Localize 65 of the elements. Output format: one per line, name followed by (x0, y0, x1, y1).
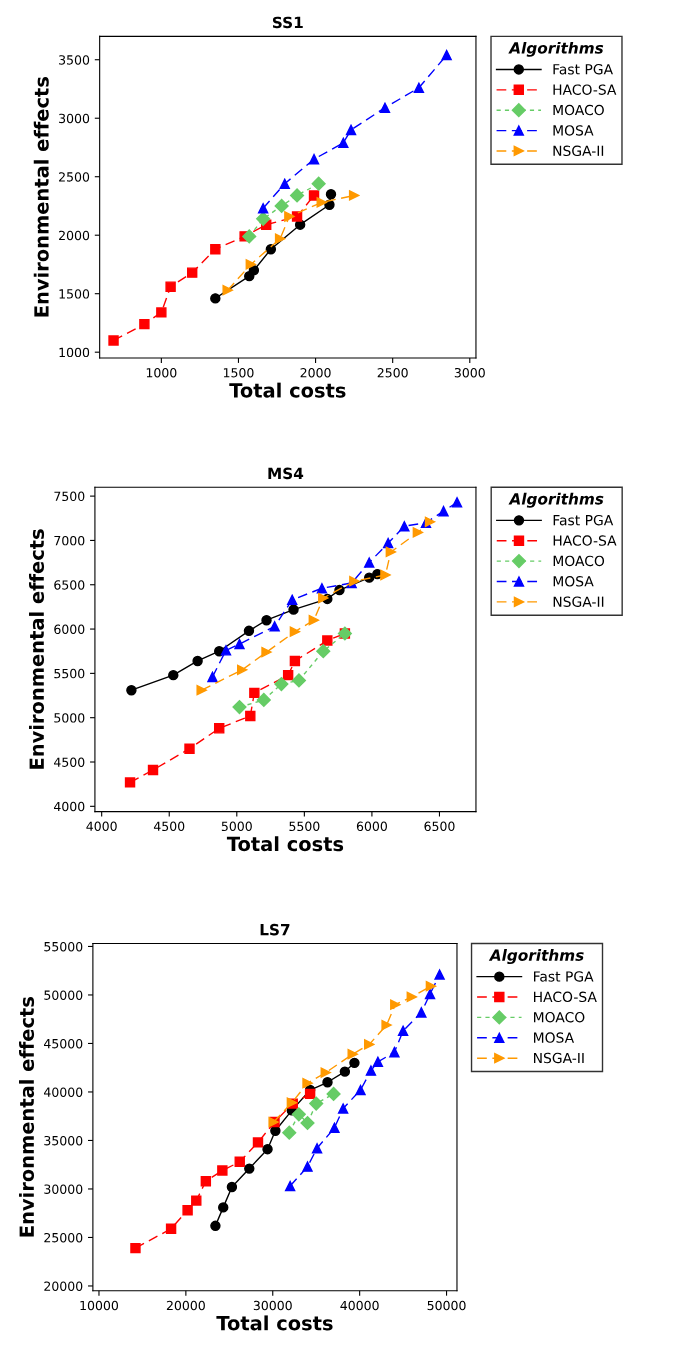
legend-label: HACO-SA (553, 84, 617, 95)
y-tick-label: 4000 (54, 801, 85, 812)
y-tick-label: 6000 (54, 624, 85, 634)
y-tick-label: 4500 (54, 757, 85, 767)
x-tick-label: 2500 (377, 367, 408, 378)
y-tick-label: 1500 (59, 289, 90, 299)
x-tick-label: 30000 (253, 1300, 292, 1311)
legend-label: MOACO (553, 104, 604, 116)
legend-label: MOACO (534, 1011, 585, 1023)
legend-title: Algorithms (508, 492, 604, 508)
y-tick-label: 1000 (59, 347, 90, 358)
y-tick-label: 7000 (54, 535, 85, 546)
legend-label: NSGA-II (553, 596, 604, 607)
y-tick-label: 50000 (44, 990, 83, 1000)
y-tick-label: 6500 (54, 580, 85, 590)
y-tick-label: 3000 (59, 113, 90, 124)
y-tick-label: 35000 (44, 1135, 83, 1146)
x-tick-label: 20000 (166, 1300, 205, 1311)
legend-label: MOACO (553, 555, 605, 567)
y-tick-label: 2500 (59, 172, 90, 182)
y-tick-label: 25000 (44, 1232, 83, 1243)
x-tick-label: 1500 (223, 367, 254, 378)
x-tick-label: 4000 (86, 821, 117, 832)
chart-title: MS4 (268, 467, 304, 480)
x-tick-label: 6500 (424, 821, 455, 832)
legend-label: HACO-SA (553, 535, 617, 546)
legend-title: Algorithms (488, 949, 584, 965)
legend-title: Algorithms (508, 41, 604, 57)
legend-label: Fast PGA (553, 514, 614, 526)
legend-label: MOSA (553, 576, 594, 587)
y-tick-label: 5000 (54, 713, 85, 723)
x-tick-label: 4500 (153, 821, 185, 832)
y-axis-title: Environmental effects (19, 997, 35, 1237)
legend-label: MOSA (534, 1032, 575, 1043)
legend-label: NSGA-II (534, 1052, 584, 1064)
chart-title: SS1 (272, 16, 303, 29)
x-axis-title: Total costs (216, 1315, 333, 1331)
y-tick-label: 45000 (44, 1038, 83, 1049)
x-axis-title: Total costs (226, 836, 344, 852)
x-tick-label: 50000 (427, 1300, 466, 1311)
x-axis-title: Total costs (229, 382, 346, 398)
chart-title: LS7 (260, 923, 290, 936)
legend-label: Fast PGA (553, 63, 613, 75)
y-tick-label: 3500 (59, 55, 90, 65)
y-tick-label: 55000 (44, 941, 83, 952)
x-tick-label: 1000 (146, 367, 177, 378)
legend-label: Fast PGA (534, 971, 594, 982)
y-tick-label: 20000 (44, 1281, 83, 1291)
legend-label: NSGA-II (553, 145, 604, 157)
x-tick-label: 6000 (356, 821, 387, 832)
x-tick-label: 5500 (289, 821, 320, 832)
y-tick-label: 30000 (44, 1184, 83, 1194)
y-tick-label: 2000 (59, 230, 90, 241)
x-tick-label: 3000 (454, 367, 485, 378)
legend-label: HACO-SA (534, 991, 597, 1003)
x-tick-label: 5000 (221, 821, 252, 832)
x-tick-label: 10000 (80, 1300, 119, 1311)
legend-label: MOSA (553, 125, 594, 136)
y-tick-label: 7500 (54, 491, 85, 502)
y-axis-title: Environmental effects (29, 529, 45, 769)
y-axis-title: Environmental effects (33, 77, 49, 317)
x-tick-label: 2000 (300, 367, 331, 378)
y-tick-label: 5500 (54, 668, 85, 679)
x-tick-label: 40000 (340, 1300, 379, 1311)
y-tick-label: 40000 (44, 1087, 83, 1097)
